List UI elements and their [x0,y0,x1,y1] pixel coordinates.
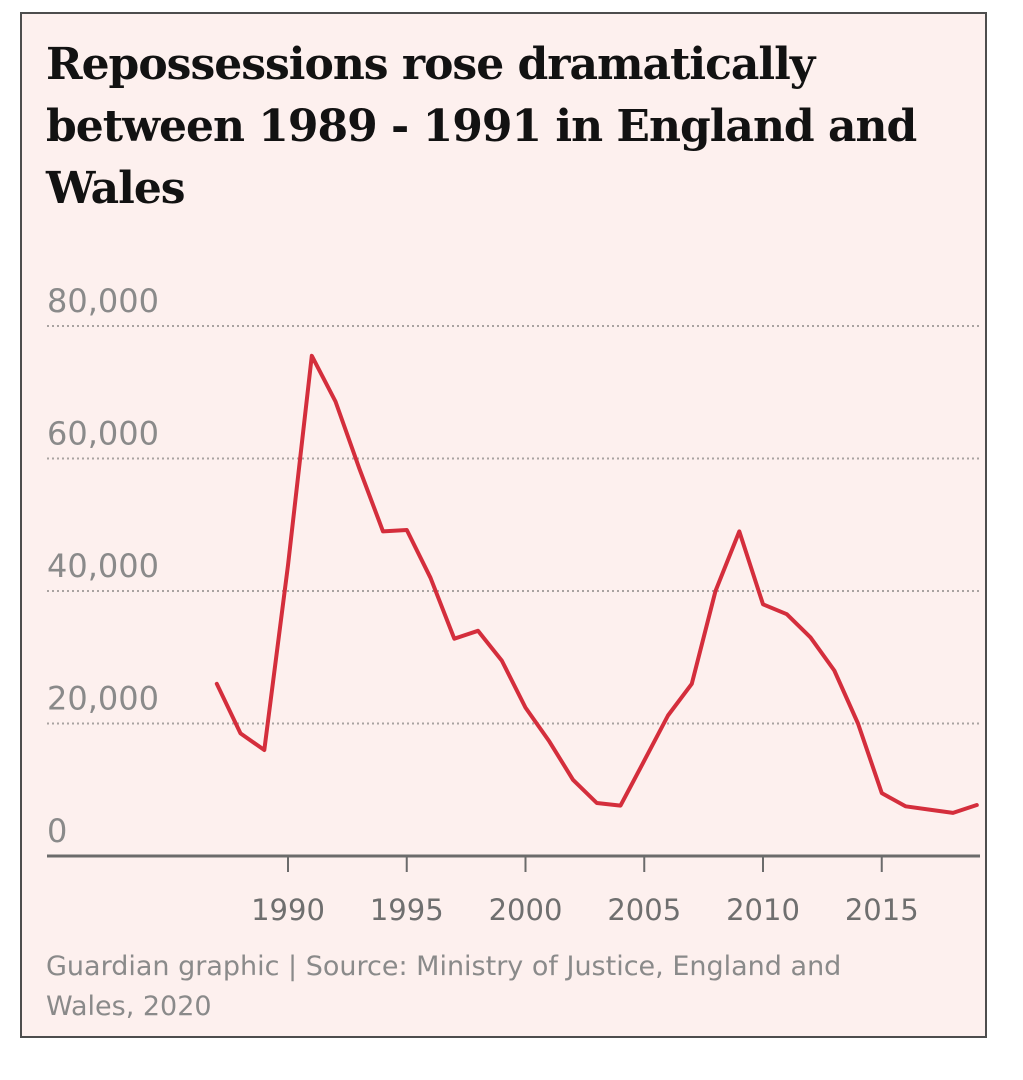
y-tick-label: 80,000 [47,282,159,320]
y-tick-label: 60,000 [47,415,159,453]
x-tick-label: 2015 [845,893,919,927]
x-tick-label: 1990 [251,893,325,927]
x-tick-label: 1995 [370,893,444,927]
x-tick-label: 2010 [726,893,800,927]
source-note: Guardian graphic | Source: Ministry of J… [46,951,842,1022]
line-chart: 80,000 60,000 40,000 20,000 0 1990 1995 2000 200… [47,282,980,927]
chart-title: Repossessions rose dramatically between … [46,39,917,214]
chart-card: Repossessions rose dramatically between … [20,12,987,1038]
x-tick-label: 2005 [607,893,681,927]
series-line [214,353,979,815]
y-tick-label: 0 [47,812,67,850]
y-tick-label: 20,000 [47,680,159,718]
y-tick-label: 40,000 [47,547,159,585]
x-tick-label: 2000 [489,893,563,927]
